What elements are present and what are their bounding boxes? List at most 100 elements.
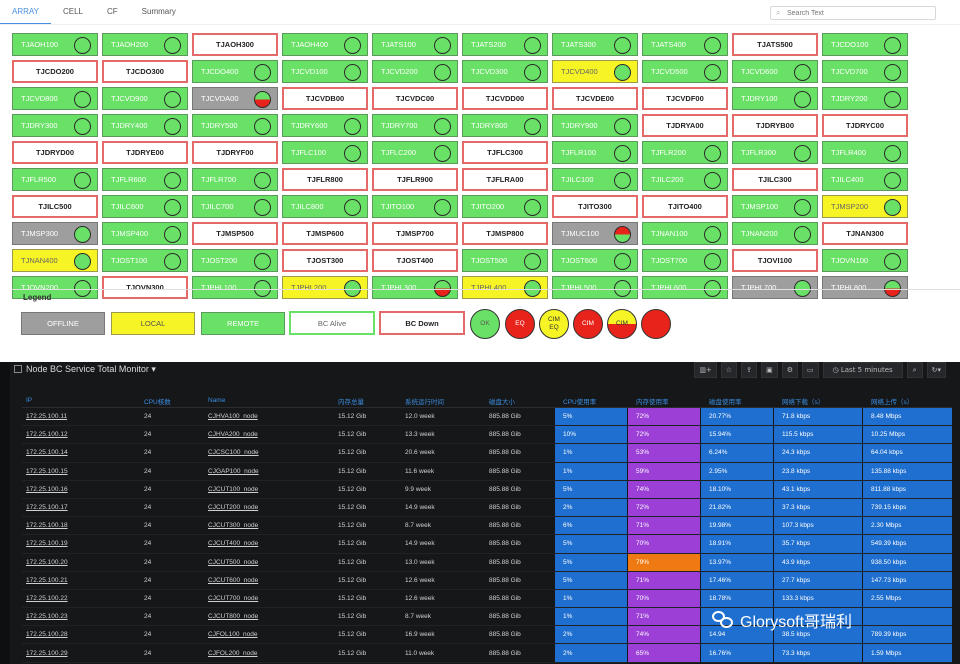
- node-tile[interactable]: TJOST600: [552, 249, 638, 272]
- tab-cf[interactable]: CF: [106, 7, 118, 16]
- cell-ip[interactable]: 172.25.100.15: [26, 467, 68, 475]
- node-tile[interactable]: TJATS100: [372, 33, 458, 56]
- cell-ip[interactable]: 172.25.100.19: [26, 540, 68, 548]
- cell-name[interactable]: CJCUT100_node: [208, 485, 259, 493]
- node-tile[interactable]: TJFLC100: [282, 141, 368, 164]
- node-tile[interactable]: TJOVI100: [732, 249, 818, 272]
- node-tile[interactable]: TJOST500: [462, 249, 548, 272]
- node-tile[interactable]: TJFLR900: [372, 168, 458, 191]
- node-tile[interactable]: TJDRY100: [732, 87, 818, 110]
- node-tile[interactable]: TJMSP100: [732, 195, 818, 218]
- col-net-up[interactable]: 网络上传（s）: [871, 398, 914, 406]
- col-ip[interactable]: IP: [26, 397, 33, 404]
- node-tile[interactable]: TJCDO400: [192, 60, 278, 83]
- cell-ip[interactable]: 172.25.100.21: [26, 576, 68, 584]
- node-tile[interactable]: TJCVD700: [822, 60, 908, 83]
- node-tile[interactable]: TJPHL500: [552, 276, 638, 299]
- node-tile[interactable]: TJPHL400: [462, 276, 548, 299]
- cell-ip[interactable]: 172.25.100.18: [26, 522, 68, 530]
- node-tile[interactable]: TJILC100: [552, 168, 638, 191]
- node-tile[interactable]: TJOST300: [282, 249, 368, 272]
- node-tile[interactable]: TJNAN300: [822, 222, 908, 245]
- node-tile[interactable]: TJOVN100: [822, 249, 908, 272]
- node-tile[interactable]: TJMSP400: [102, 222, 188, 245]
- node-tile[interactable]: TJFLR700: [192, 168, 278, 191]
- cell-name[interactable]: CJCUT800_node: [208, 613, 259, 621]
- node-tile[interactable]: TJOVN300: [102, 276, 188, 299]
- settings-icon[interactable]: ⚙: [781, 362, 798, 378]
- node-tile[interactable]: TJCVDF00: [642, 87, 728, 110]
- cell-name[interactable]: CJCUT200_node: [208, 504, 259, 512]
- node-tile[interactable]: TJCVD300: [462, 60, 548, 83]
- node-tile[interactable]: TJFLC300: [462, 141, 548, 164]
- node-tile[interactable]: TJCVD500: [642, 60, 728, 83]
- cell-name[interactable]: CJCUT700_node: [208, 594, 259, 602]
- share-icon[interactable]: ⇪: [741, 362, 758, 378]
- col-cpu-cores[interactable]: CPU核数: [144, 398, 171, 406]
- node-tile[interactable]: TJILC200: [642, 168, 728, 191]
- node-tile[interactable]: TJILC600: [102, 195, 188, 218]
- node-tile[interactable]: TJDRY800: [462, 114, 548, 137]
- col-mem-usage[interactable]: 内存使用率: [636, 398, 669, 406]
- node-tile[interactable]: TJNAN400: [12, 249, 98, 272]
- cell-name[interactable]: CJFOL100_node: [208, 631, 258, 639]
- node-tile[interactable]: TJCVD200: [372, 60, 458, 83]
- node-tile[interactable]: TJCVDD00: [462, 87, 548, 110]
- node-tile[interactable]: TJCDO300: [102, 60, 188, 83]
- node-tile[interactable]: TJAOH400: [282, 33, 368, 56]
- cell-ip[interactable]: 172.25.100.28: [26, 631, 68, 639]
- node-tile[interactable]: TJILC500: [12, 195, 98, 218]
- node-tile[interactable]: TJMSP200: [822, 195, 908, 218]
- tab-cell[interactable]: CELL: [62, 7, 83, 16]
- node-tile[interactable]: TJOVN200: [12, 276, 98, 299]
- col-net-down[interactable]: 网络下载（s）: [782, 398, 825, 406]
- node-tile[interactable]: TJILC700: [192, 195, 278, 218]
- node-tile[interactable]: TJDRYF00: [192, 141, 278, 164]
- node-tile[interactable]: TJFLR400: [822, 141, 908, 164]
- cell-ip[interactable]: 172.25.100.11: [26, 413, 68, 421]
- node-tile[interactable]: TJPHL700: [732, 276, 818, 299]
- node-tile[interactable]: TJPHL300: [372, 276, 458, 299]
- col-name[interactable]: Name: [208, 397, 226, 404]
- node-tile[interactable]: TJATS400: [642, 33, 728, 56]
- node-tile[interactable]: TJMSP600: [282, 222, 368, 245]
- tv-icon[interactable]: ▭: [801, 362, 819, 378]
- cell-ip[interactable]: 172.25.100.23: [26, 613, 68, 621]
- node-tile[interactable]: TJFLC200: [372, 141, 458, 164]
- node-tile[interactable]: TJDRY500: [192, 114, 278, 137]
- node-tile[interactable]: TJMSP700: [372, 222, 458, 245]
- node-tile[interactable]: TJOST100: [102, 249, 188, 272]
- node-tile[interactable]: TJNAN100: [642, 222, 728, 245]
- node-tile[interactable]: TJCVD900: [102, 87, 188, 110]
- node-tile[interactable]: TJDRYA00: [642, 114, 728, 137]
- cell-ip[interactable]: 172.25.100.16: [26, 485, 68, 493]
- node-tile[interactable]: TJMSP300: [12, 222, 98, 245]
- refresh-icon[interactable]: ↻▾: [926, 362, 946, 378]
- col-disk-size[interactable]: 磁盘大小: [489, 398, 515, 406]
- tab-summary[interactable]: Summary: [141, 7, 176, 16]
- node-tile[interactable]: TJAOH100: [12, 33, 98, 56]
- node-tile[interactable]: TJPHL800: [822, 276, 908, 299]
- search-input[interactable]: [787, 8, 932, 19]
- node-tile[interactable]: TJDRYD00: [12, 141, 98, 164]
- node-tile[interactable]: TJOST200: [192, 249, 278, 272]
- cell-ip[interactable]: 172.25.100.20: [26, 558, 68, 566]
- cell-ip[interactable]: 172.25.100.29: [26, 649, 68, 657]
- node-tile[interactable]: TJFLR300: [732, 141, 818, 164]
- time-range-picker[interactable]: ◷ Last 5 minutes: [822, 362, 903, 378]
- node-tile[interactable]: TJNAN200: [732, 222, 818, 245]
- node-tile[interactable]: TJITO200: [462, 195, 548, 218]
- node-tile[interactable]: TJOST400: [372, 249, 458, 272]
- node-tile[interactable]: TJCVDB00: [282, 87, 368, 110]
- node-tile[interactable]: TJCVD800: [12, 87, 98, 110]
- cell-name[interactable]: CJHVA200_node: [208, 431, 258, 439]
- node-tile[interactable]: TJATS300: [552, 33, 638, 56]
- node-tile[interactable]: TJPHL200: [282, 276, 368, 299]
- node-tile[interactable]: TJCVDC00: [372, 87, 458, 110]
- node-tile[interactable]: TJCVD400: [552, 60, 638, 83]
- save-icon[interactable]: ▣: [761, 362, 778, 378]
- node-tile[interactable]: TJCDO100: [822, 33, 908, 56]
- cell-ip[interactable]: 172.25.100.17: [26, 504, 68, 512]
- node-tile[interactable]: TJITO300: [552, 195, 638, 218]
- node-tile[interactable]: TJAOH300: [192, 33, 278, 56]
